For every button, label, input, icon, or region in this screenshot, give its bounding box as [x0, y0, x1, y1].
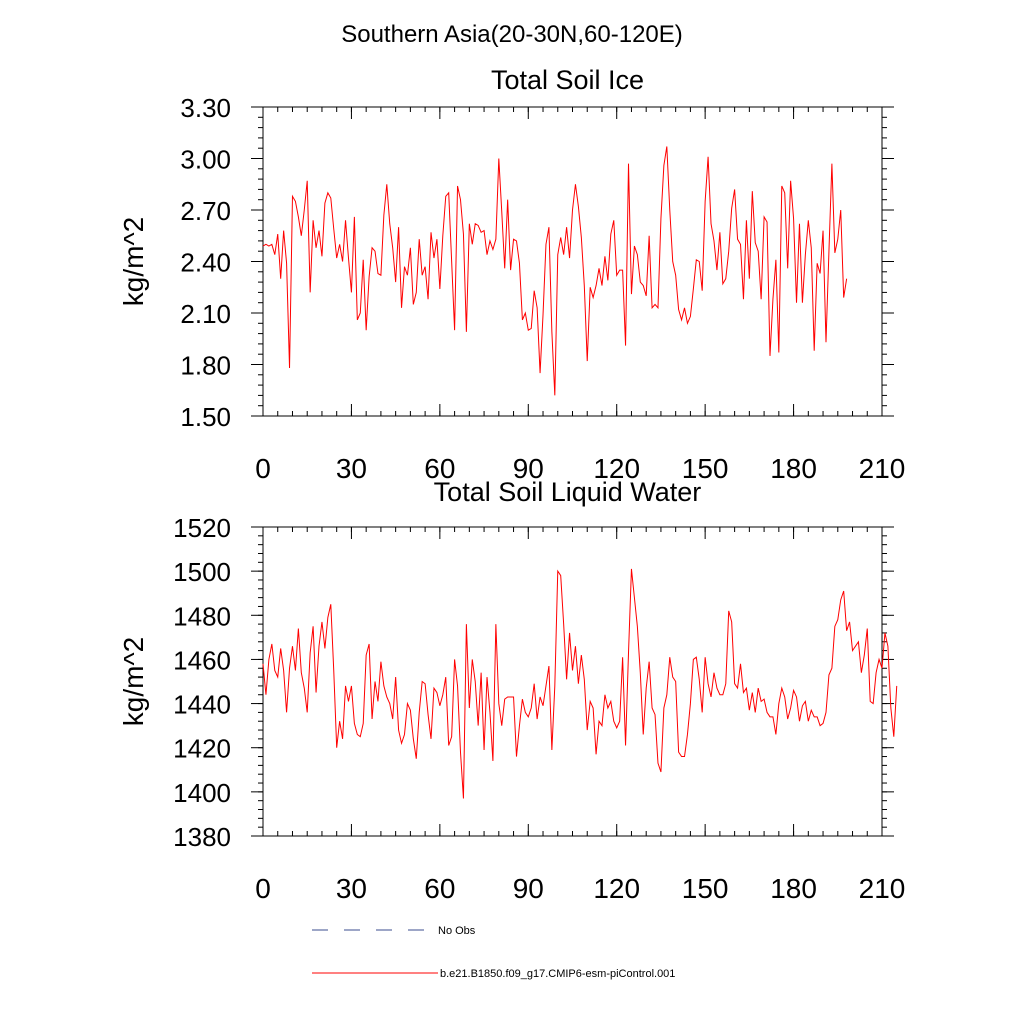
panel-total-soil-ice: Total Soil Ice 0 30 60 90 120 150 180 210 1.50 1.8…	[118, 65, 905, 484]
figure-suptitle: Southern Asia(20-30N,60-120E)	[341, 21, 683, 48]
x-tick-label: 120	[593, 873, 640, 904]
x-tick-label: 90	[513, 873, 544, 904]
y-tick-label: 2.10	[180, 299, 231, 329]
y-axis-label: kg/m^2	[118, 637, 149, 726]
y-tick-label: 1.80	[180, 351, 231, 381]
y-tick-label: 3.00	[180, 145, 231, 175]
chart-title: Total Soil Liquid Water	[434, 477, 702, 507]
y-axis-label: kg/m^2	[118, 217, 149, 306]
y-tick-label: 1.50	[180, 402, 231, 432]
x-tick-label: 30	[336, 453, 367, 484]
x-tick-label: 180	[770, 453, 817, 484]
x-tick-label: 90	[513, 453, 544, 484]
x-tick-label: 30	[336, 873, 367, 904]
x-tick-label: 60	[424, 453, 455, 484]
y-tick-label: 1500	[173, 557, 231, 587]
y-tick-label: 1400	[173, 778, 231, 808]
y-tick-label: 3.30	[180, 93, 231, 123]
y-tick-label: 1440	[173, 690, 231, 720]
y-tick-label: 1420	[173, 734, 231, 764]
series-line	[262, 568, 898, 799]
x-tick-label: 120	[593, 453, 640, 484]
legend-label: No Obs	[438, 925, 476, 937]
plot-frame	[262, 526, 883, 837]
y-tick-label: 1480	[173, 601, 231, 631]
x-tick-label: 210	[859, 873, 906, 904]
x-tick-label: 0	[255, 873, 271, 904]
chart-title: Total Soil Ice	[491, 65, 644, 95]
x-tick-label: 150	[682, 453, 729, 484]
x-tick-label: 180	[770, 873, 817, 904]
y-tick-label: 1460	[173, 645, 231, 675]
x-tick-label: 0	[255, 453, 271, 484]
panel-total-soil-liquid-water: Total Soil Liquid Water 0 30 60 90 120 150 180 2…	[118, 477, 905, 904]
x-tick-label: 150	[682, 873, 729, 904]
legend-label: b.e21.B1850.f09_g17.CMIP6-esm-piControl.…	[440, 968, 675, 980]
x-tick-label: 210	[859, 453, 906, 484]
series-line	[262, 146, 848, 396]
y-tick-label: 2.70	[180, 196, 231, 226]
y-tick-label: 1520	[173, 513, 231, 543]
y-tick-label: 2.40	[180, 248, 231, 278]
x-tick-label: 60	[424, 873, 455, 904]
y-tick-label: 1380	[173, 822, 231, 852]
legend: No Obs b.e21.B1850.f09_g17.CMIP6-esm-piCo…	[312, 925, 675, 980]
